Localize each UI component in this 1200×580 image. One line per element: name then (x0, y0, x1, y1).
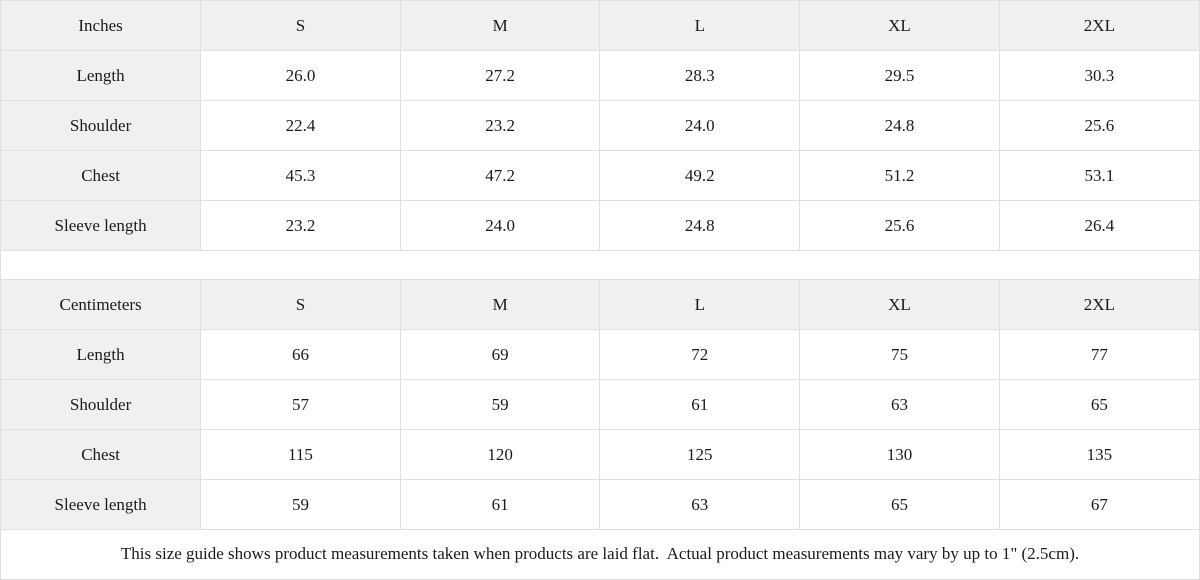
size-value-cell: 125 (599, 429, 801, 480)
table-row-sleeve-length: Sleeve length 23.2 24.0 24.8 25.6 26.4 (1, 200, 1199, 250)
size-value-cell: 69 (399, 329, 601, 380)
size-value-cell: 24.8 (599, 200, 801, 250)
size-value-cell: 75 (799, 329, 1000, 380)
table-separator (1, 250, 1199, 280)
table-row-sleeve-length: Sleeve length 59 61 63 65 67 (1, 479, 1199, 529)
row-label: Length (1, 50, 202, 101)
row-label: Chest (1, 429, 202, 480)
row-label: Length (1, 329, 202, 380)
table-row-shoulder: Shoulder 22.4 23.2 24.0 24.8 25.6 (1, 100, 1199, 151)
column-header-m: M (399, 280, 601, 330)
column-header-2xl: 2XL (998, 1, 1199, 51)
size-value-cell: 65 (998, 379, 1199, 430)
row-label: Sleeve length (1, 200, 202, 250)
row-label: Shoulder (1, 100, 202, 151)
size-value-cell: 29.5 (799, 50, 1000, 101)
column-header-s: S (200, 280, 401, 330)
size-value-cell: 59 (200, 479, 401, 529)
column-header-l: L (599, 1, 801, 51)
row-label: Shoulder (1, 379, 202, 430)
size-value-cell: 67 (998, 479, 1199, 529)
inches-header-row: Inches S M L XL 2XL (1, 1, 1199, 51)
column-header-2xl: 2XL (998, 280, 1199, 330)
size-value-cell: 23.2 (200, 200, 401, 250)
size-value-cell: 26.4 (998, 200, 1199, 250)
size-value-cell: 24.0 (599, 100, 801, 151)
size-value-cell: 120 (399, 429, 601, 480)
column-header-s: S (200, 1, 401, 51)
size-value-cell: 23.2 (399, 100, 601, 151)
size-value-cell: 30.3 (998, 50, 1199, 101)
size-value-cell: 57 (200, 379, 401, 430)
size-value-cell: 115 (200, 429, 401, 480)
size-value-cell: 49.2 (599, 150, 801, 201)
table-row-shoulder: Shoulder 57 59 61 63 65 (1, 379, 1199, 430)
size-value-cell: 61 (399, 479, 601, 529)
size-value-cell: 22.4 (200, 100, 401, 151)
column-header-xl: XL (799, 1, 1000, 51)
size-value-cell: 25.6 (799, 200, 1000, 250)
size-value-cell: 135 (998, 429, 1199, 480)
size-value-cell: 77 (998, 329, 1199, 380)
column-header-m: M (399, 1, 601, 51)
size-value-cell: 63 (599, 479, 801, 529)
row-label: Sleeve length (1, 479, 202, 529)
size-value-cell: 53.1 (998, 150, 1199, 201)
size-table-inches: Inches S M L XL 2XL Length 26.0 27.2 28.… (1, 1, 1199, 250)
size-value-cell: 47.2 (399, 150, 601, 201)
size-table-centimeters: Centimeters S M L XL 2XL Length 66 69 72… (1, 280, 1199, 529)
column-header-xl: XL (799, 280, 1000, 330)
measurement-disclaimer: This size guide shows product measuremen… (1, 529, 1199, 578)
row-label: Chest (1, 150, 202, 201)
size-value-cell: 28.3 (599, 50, 801, 101)
size-value-cell: 61 (599, 379, 801, 430)
size-value-cell: 66 (200, 329, 401, 380)
table-row-length: Length 66 69 72 75 77 (1, 329, 1199, 380)
column-header-l: L (599, 280, 801, 330)
unit-header-inches: Inches (1, 1, 202, 51)
size-value-cell: 72 (599, 329, 801, 380)
size-value-cell: 27.2 (399, 50, 601, 101)
size-value-cell: 25.6 (998, 100, 1199, 151)
centimeters-header-row: Centimeters S M L XL 2XL (1, 280, 1199, 330)
size-value-cell: 63 (799, 379, 1000, 430)
size-value-cell: 24.8 (799, 100, 1000, 151)
size-value-cell: 24.0 (399, 200, 601, 250)
size-value-cell: 26.0 (200, 50, 401, 101)
size-value-cell: 45.3 (200, 150, 401, 201)
size-value-cell: 65 (799, 479, 1000, 529)
measurement-disclaimer-text: This size guide shows product measuremen… (120, 544, 1080, 563)
table-row-length: Length 26.0 27.2 28.3 29.5 30.3 (1, 50, 1199, 101)
table-row-chest: Chest 45.3 47.2 49.2 51.2 53.1 (1, 150, 1199, 201)
size-value-cell: 51.2 (799, 150, 1000, 201)
table-row-chest: Chest 115 120 125 130 135 (1, 429, 1199, 480)
size-value-cell: 130 (799, 429, 1000, 480)
size-value-cell: 59 (399, 379, 601, 430)
unit-header-centimeters: Centimeters (1, 280, 202, 330)
